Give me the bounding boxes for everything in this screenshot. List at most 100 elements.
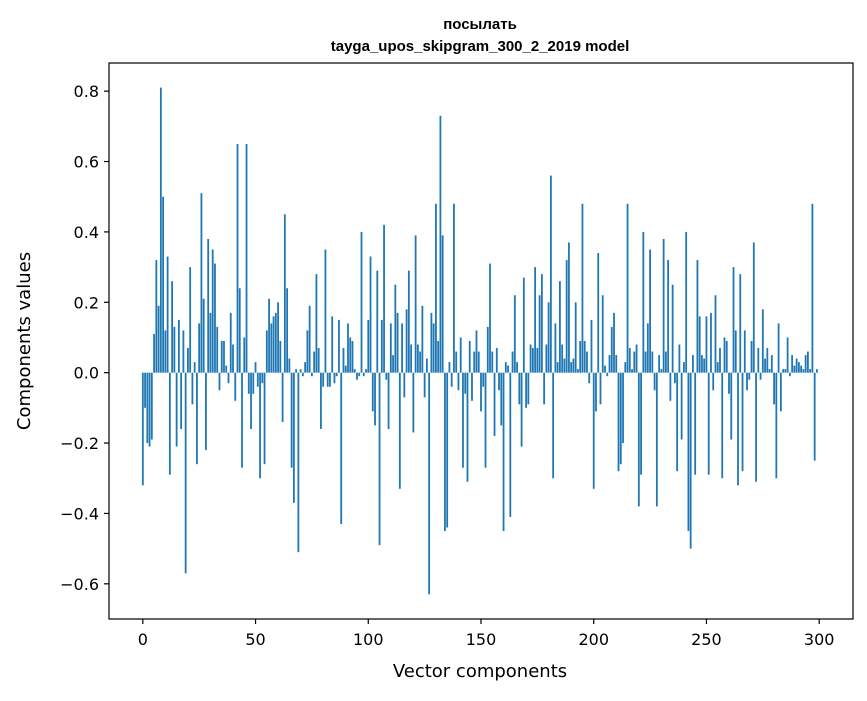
bar bbox=[322, 372, 325, 387]
bar bbox=[301, 372, 304, 377]
bar bbox=[270, 323, 273, 373]
bar bbox=[432, 323, 435, 373]
bar bbox=[435, 203, 437, 373]
bar bbox=[678, 344, 681, 373]
bar bbox=[306, 330, 309, 373]
y-tick-label: 0.8 bbox=[74, 82, 99, 101]
bar bbox=[498, 372, 500, 391]
chart-title-line-2: tayga_upos_skipgram_300_2_2019 model bbox=[331, 38, 630, 55]
bar bbox=[250, 372, 252, 429]
bar bbox=[256, 372, 259, 387]
bar bbox=[782, 369, 785, 373]
bar bbox=[453, 203, 455, 373]
bar bbox=[268, 298, 270, 373]
bar bbox=[274, 312, 277, 373]
bar bbox=[809, 369, 812, 373]
bar bbox=[444, 372, 446, 532]
plot-frame bbox=[108, 62, 854, 620]
bar bbox=[252, 372, 255, 394]
bar bbox=[529, 344, 532, 373]
x-tick-label: 250 bbox=[691, 630, 722, 649]
bar bbox=[746, 372, 748, 391]
x-tick-label: 50 bbox=[245, 630, 265, 649]
bar bbox=[308, 305, 311, 373]
bar bbox=[164, 330, 167, 373]
bar bbox=[779, 372, 782, 412]
bar bbox=[236, 143, 239, 373]
bar bbox=[198, 323, 201, 373]
bar bbox=[500, 372, 503, 426]
bar bbox=[340, 372, 343, 524]
bar bbox=[473, 351, 476, 373]
bar bbox=[572, 358, 575, 373]
chart-title-line-1: посылать bbox=[443, 16, 517, 33]
bar bbox=[216, 326, 219, 373]
y-tick-label: 0.2 bbox=[74, 293, 99, 312]
bar bbox=[563, 358, 566, 373]
bar bbox=[209, 312, 212, 373]
bar bbox=[196, 372, 198, 465]
bar bbox=[292, 372, 295, 503]
bar bbox=[200, 193, 203, 373]
bar bbox=[788, 372, 791, 377]
bar bbox=[761, 309, 764, 373]
bar bbox=[351, 341, 354, 373]
bar bbox=[347, 323, 349, 373]
bar bbox=[741, 372, 744, 472]
bar bbox=[581, 203, 584, 373]
bar bbox=[259, 372, 261, 479]
bar bbox=[685, 231, 688, 373]
bar bbox=[545, 344, 548, 373]
bar bbox=[525, 372, 527, 408]
bar bbox=[441, 235, 444, 373]
bar bbox=[642, 231, 645, 373]
bar bbox=[631, 369, 633, 373]
bar bbox=[768, 369, 771, 373]
bar bbox=[360, 231, 363, 373]
bar bbox=[371, 372, 374, 412]
bar bbox=[356, 372, 358, 380]
bar bbox=[579, 341, 582, 373]
bar bbox=[229, 312, 232, 373]
bar bbox=[358, 372, 361, 377]
bar bbox=[380, 319, 383, 373]
bar bbox=[177, 319, 180, 373]
bar bbox=[671, 284, 674, 373]
bar bbox=[649, 249, 651, 373]
bar bbox=[376, 270, 379, 373]
bar bbox=[739, 274, 742, 373]
bar bbox=[227, 372, 230, 384]
bar bbox=[755, 372, 757, 482]
bar bbox=[365, 369, 367, 373]
bar bbox=[547, 302, 550, 373]
bar bbox=[628, 348, 631, 373]
bar bbox=[419, 351, 422, 373]
bar bbox=[577, 369, 579, 373]
bar bbox=[311, 372, 313, 377]
bar bbox=[448, 362, 451, 373]
bar bbox=[637, 372, 640, 507]
bar bbox=[279, 341, 282, 373]
bar bbox=[604, 365, 606, 373]
bar bbox=[295, 369, 298, 373]
bar bbox=[622, 372, 624, 444]
bar bbox=[254, 362, 257, 373]
bar bbox=[187, 348, 189, 373]
bar bbox=[464, 372, 467, 394]
bar bbox=[491, 351, 494, 373]
bar bbox=[723, 337, 726, 373]
bar bbox=[800, 365, 803, 373]
bar bbox=[714, 295, 717, 373]
bar bbox=[624, 362, 627, 373]
y-axis-label: Components values bbox=[14, 252, 35, 430]
bar bbox=[288, 358, 291, 373]
bar bbox=[205, 372, 207, 451]
bar bbox=[687, 372, 690, 532]
bar bbox=[263, 372, 266, 465]
bar bbox=[189, 267, 192, 373]
bar bbox=[743, 330, 746, 373]
bar bbox=[171, 281, 174, 373]
x-tick-label: 200 bbox=[578, 630, 609, 649]
bar bbox=[583, 341, 586, 373]
